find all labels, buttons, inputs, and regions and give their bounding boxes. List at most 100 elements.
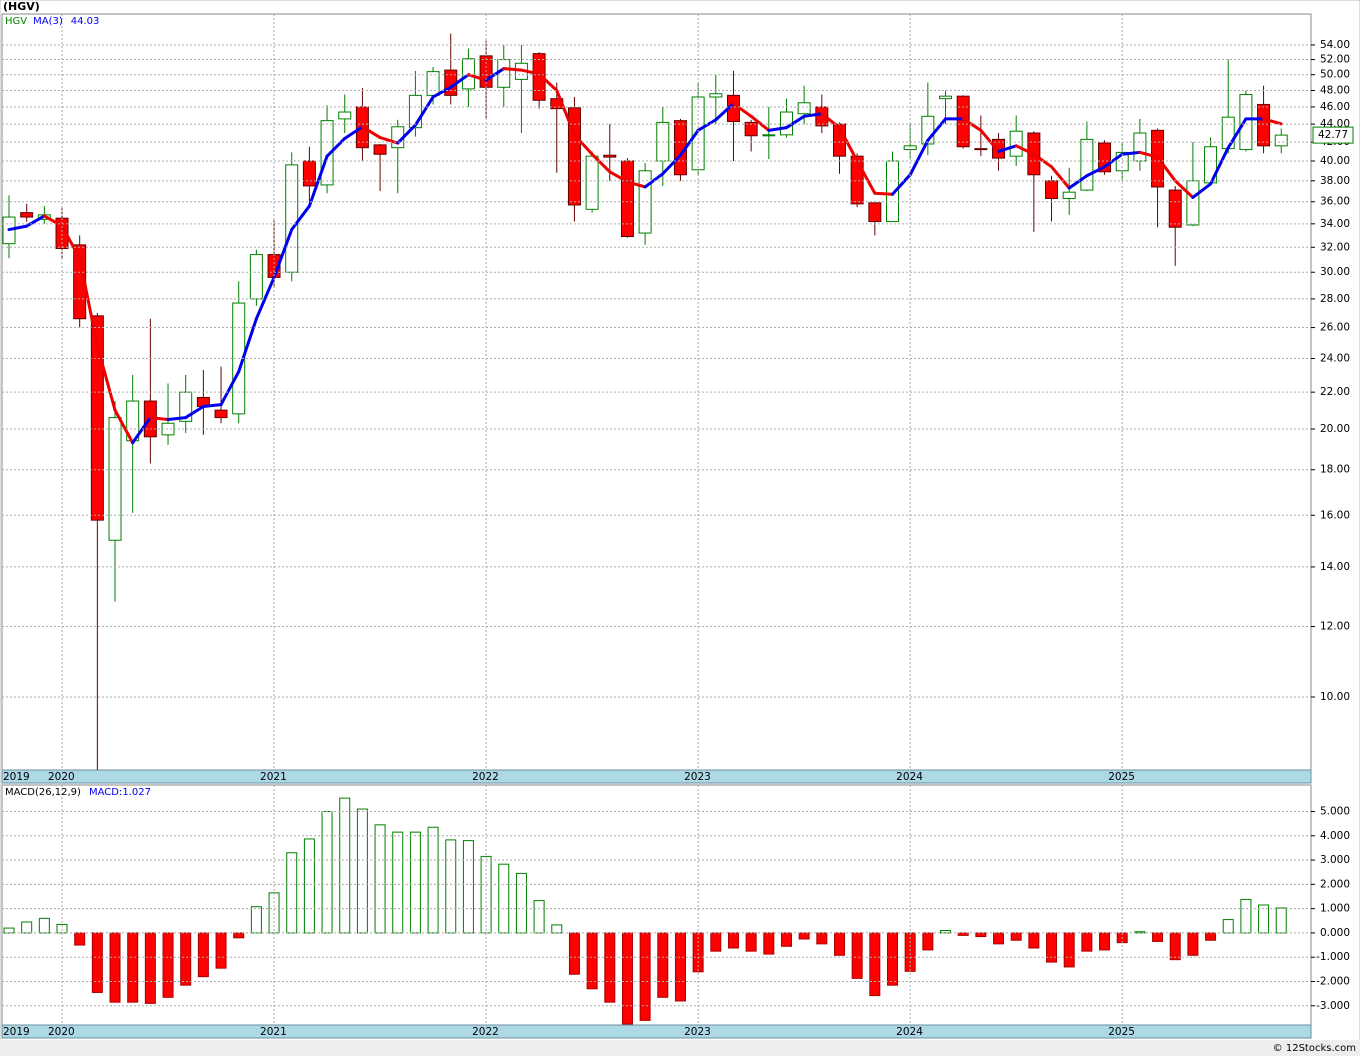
macd-bar (1187, 932, 1199, 956)
ma-line (696, 118, 718, 132)
date-strip (1, 1024, 1312, 1039)
ma-line (661, 153, 682, 176)
y-tick-label: -2.000 (1316, 976, 1350, 988)
legend-title: MACD(26,12,9) (5, 787, 81, 798)
candle-down (532, 53, 546, 101)
macd-bar (780, 932, 792, 947)
legend: HGV MA(3) 44.03 (5, 16, 99, 27)
macd-panel (1, 784, 1312, 1026)
macd-bar (710, 932, 722, 952)
macd-bar (586, 932, 598, 990)
legend-ma: MA(3) (33, 16, 63, 27)
ma-line (431, 85, 453, 99)
macd-bar (233, 932, 245, 939)
macd-bar (392, 831, 404, 934)
x-tick-label: 2023 (684, 771, 711, 783)
ma-line (166, 416, 188, 421)
y-tick-label: 1.000 (1320, 903, 1350, 915)
ma-line (78, 256, 99, 348)
macd-bar (1081, 932, 1093, 952)
ma-line (749, 114, 771, 132)
macd-bar (409, 831, 421, 934)
ma-line (572, 133, 594, 156)
y-tick-label: 4.000 (1320, 830, 1350, 842)
x-tick-label: 2019 (3, 1026, 30, 1038)
ma-line (1103, 152, 1124, 169)
macd-bar (1205, 932, 1217, 941)
candle-up (638, 170, 652, 234)
macd-bar (374, 824, 386, 934)
ma-line (449, 73, 470, 89)
ma-line (466, 73, 488, 82)
macd-bar (162, 932, 174, 998)
ma-line (1191, 182, 1213, 199)
candle-down (974, 148, 988, 151)
macd-bar (674, 932, 686, 1002)
macd-bar (869, 932, 881, 997)
ma-line (1050, 165, 1071, 190)
macd-bar (144, 932, 156, 1004)
x-tick-label: 2025 (1108, 771, 1135, 783)
candle-down (744, 121, 758, 137)
macd-bar (851, 932, 863, 979)
candle-down (868, 202, 882, 223)
macd-bar (993, 932, 1005, 945)
macd-bar (427, 826, 439, 934)
ma-line (7, 224, 29, 232)
y-tick-label: 46.00 (1320, 101, 1350, 113)
x-tick-label: 2024 (896, 771, 923, 783)
y-tick-label: 18.00 (1320, 464, 1350, 476)
ma-line (254, 275, 276, 321)
candle-down (815, 106, 829, 127)
macd-bar (568, 932, 580, 975)
y-tick-label: 48.00 (1320, 84, 1350, 96)
x-tick-label: 2022 (472, 771, 499, 783)
macd-bar (745, 932, 757, 952)
y-tick-label: 0.000 (1320, 927, 1350, 939)
last-price-box (1312, 126, 1354, 144)
macd-bar (1222, 919, 1234, 934)
ma-line (873, 191, 894, 196)
candle-up (939, 95, 953, 100)
ma-line (1014, 144, 1036, 156)
macd-bar (1240, 898, 1252, 934)
ma-line (184, 404, 205, 420)
ma-line (60, 224, 82, 260)
x-tick-label: 2025 (1108, 1026, 1135, 1038)
macd-bar (303, 838, 315, 934)
candle-up (497, 59, 511, 88)
ma-line (961, 117, 983, 132)
x-tick-label: 2022 (472, 1026, 499, 1038)
candle-up (108, 417, 122, 541)
y-tick-label: 5.000 (1320, 805, 1350, 817)
candle-up (249, 254, 263, 300)
macd-bar (621, 932, 633, 1025)
candle-down (302, 160, 316, 187)
ma-line (360, 125, 382, 140)
macd-bar (604, 932, 616, 1003)
candle-up (426, 71, 440, 96)
ma-line (608, 170, 629, 184)
macd-bar (21, 921, 33, 934)
ma-line (625, 180, 647, 189)
ma-line (113, 408, 135, 445)
ma-line (926, 117, 948, 142)
ma-line (201, 403, 223, 408)
candle-down (1257, 103, 1271, 147)
ma-line (714, 102, 735, 122)
ma-line (537, 72, 559, 92)
legend-series: MACD: (89, 787, 122, 798)
ma-line (1067, 174, 1089, 190)
legend-symbol: HGV (5, 16, 27, 27)
ma-line (343, 125, 364, 140)
y-tick-label: 30.00 (1320, 266, 1350, 278)
y-tick-label: 28.00 (1320, 293, 1350, 305)
macd-bar (1010, 932, 1022, 941)
ma-line (131, 416, 152, 445)
ma-line (997, 144, 1018, 153)
macd-bar (657, 932, 669, 998)
legend-ma-value: 44.03 (71, 16, 100, 27)
last-price: 42.77 (1318, 129, 1348, 141)
macd-bar (215, 932, 227, 969)
ma-line (272, 228, 294, 279)
